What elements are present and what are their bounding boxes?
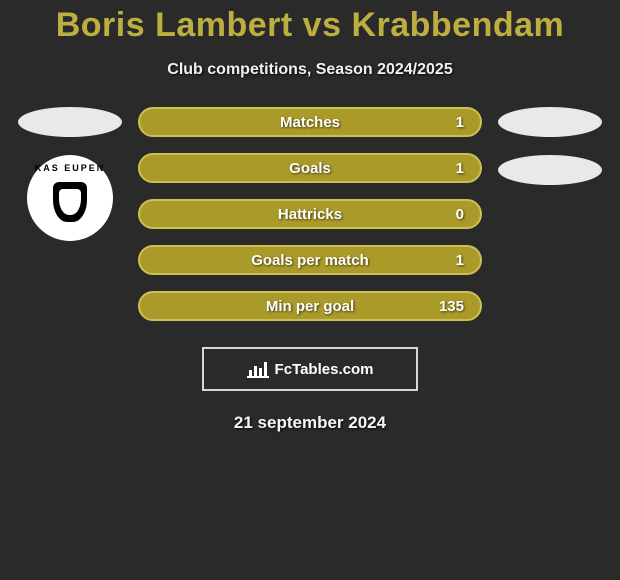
comparison-card: Boris Lambert vs Krabbendam Club competi… <box>0 0 620 580</box>
stat-label: Goals <box>289 160 331 177</box>
stat-bar-matches: Matches 1 <box>138 107 482 137</box>
page-title: Boris Lambert vs Krabbendam <box>0 6 620 45</box>
shield-inner-icon <box>59 189 81 215</box>
stat-bar-goals-per-match: Goals per match 1 <box>138 245 482 275</box>
player-right-club-placeholder <box>498 155 602 185</box>
stat-label: Min per goal <box>266 298 354 315</box>
club-badge-label: KAS EUPEN <box>35 163 106 173</box>
stat-label: Hattricks <box>278 206 342 223</box>
stat-label: Matches <box>280 114 340 131</box>
player-right-column <box>490 107 610 185</box>
comparison-body: KAS EUPEN Matches 1 Goals 1 Hattricks 0 <box>0 107 620 321</box>
snapshot-date: 21 september 2024 <box>0 413 620 433</box>
stat-label: Goals per match <box>251 252 369 269</box>
stat-value-right: 1 <box>456 114 464 131</box>
stat-value-right: 1 <box>456 160 464 177</box>
stat-bar-goals: Goals 1 <box>138 153 482 183</box>
shield-icon <box>53 182 87 222</box>
stat-bar-min-per-goal: Min per goal 135 <box>138 291 482 321</box>
subtitle: Club competitions, Season 2024/2025 <box>0 61 620 79</box>
player-right-avatar-placeholder <box>498 107 602 137</box>
site-attribution[interactable]: FcTables.com <box>202 347 418 391</box>
player-left-club-badge: KAS EUPEN <box>27 155 113 241</box>
site-attribution-label: FcTables.com <box>275 361 374 378</box>
stat-bars: Matches 1 Goals 1 Hattricks 0 Goals per … <box>138 107 482 321</box>
player-left-avatar-placeholder <box>18 107 122 137</box>
stat-value-right: 0 <box>456 206 464 223</box>
bar-chart-icon <box>247 360 269 378</box>
stat-bar-hattricks: Hattricks 0 <box>138 199 482 229</box>
stat-value-right: 135 <box>439 298 464 315</box>
player-left-column: KAS EUPEN <box>10 107 130 241</box>
stat-value-right: 1 <box>456 252 464 269</box>
site-attribution-chip: FcTables.com <box>243 358 378 380</box>
